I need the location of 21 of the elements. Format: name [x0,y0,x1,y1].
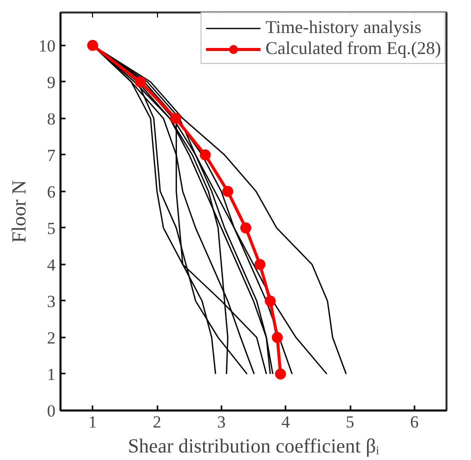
y-tick-label: 8 [47,109,56,128]
y-axis-title: Floor N [8,180,30,243]
y-tick-label: 2 [47,328,56,348]
y-tick-label: 4 [47,255,56,274]
legend-label: Time-history analysis [266,17,422,38]
y-tick-label: 7 [47,146,56,165]
y-tick-label: 9 [47,72,56,92]
x-axis-title: Shear distribution coefficient βᵢ [128,436,380,458]
x-tick-label: 1 [88,412,97,432]
x-tick-label: 2 [152,412,162,432]
x-tick-label: 4 [281,412,290,432]
x-tick-label: 5 [346,412,354,432]
y-tick-label: 1 [47,364,56,384]
y-tick-label: 0 [47,402,56,420]
legend-label: Calculated from Eq.(28) [266,38,441,59]
y-tick-label: 5 [47,218,56,238]
y-tick-label: 3 [47,292,56,311]
y-tick-label: 10 [38,36,56,56]
x-tick-label: 6 [410,412,419,432]
y-tick-label: 6 [47,182,56,202]
x-tick-label: 3 [217,412,226,432]
